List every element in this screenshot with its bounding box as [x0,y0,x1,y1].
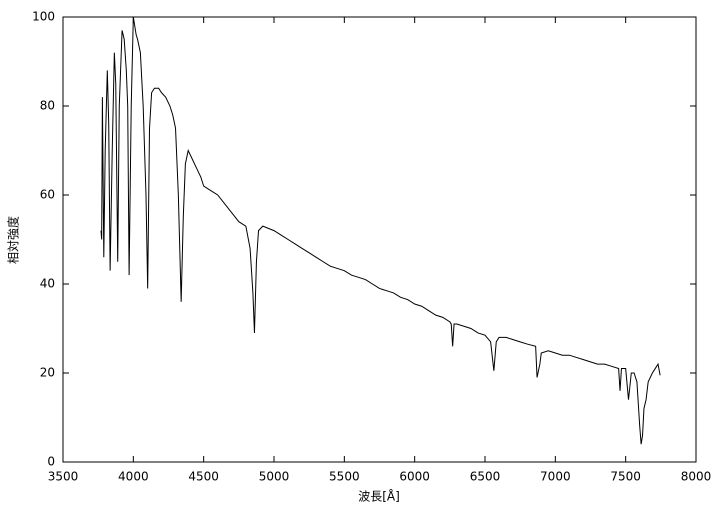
y-tick-label: 100 [32,10,55,24]
y-tick-label: 80 [40,99,55,113]
y-tick-label: 40 [40,277,55,291]
y-tick-label: 0 [47,455,55,469]
y-tick-label: 60 [40,188,55,202]
x-tick-label: 8000 [681,470,712,484]
spectrum-line [100,16,661,445]
x-tick-label: 4000 [118,470,149,484]
x-tick-label: 3500 [48,470,79,484]
x-axis-label: 波長[Å] [358,489,400,504]
x-tick-label: 5000 [259,470,290,484]
x-tick-label: 7500 [610,470,641,484]
x-tick-label: 6000 [399,470,430,484]
x-tick-label: 6500 [470,470,501,484]
x-tick-label: 4500 [188,470,219,484]
x-tick-label: 5500 [329,470,360,484]
plot-frame [62,16,697,463]
y-axis-label: 相対強度 [6,216,21,264]
y-tick-label: 20 [40,366,55,380]
x-tick-label: 7000 [540,470,571,484]
